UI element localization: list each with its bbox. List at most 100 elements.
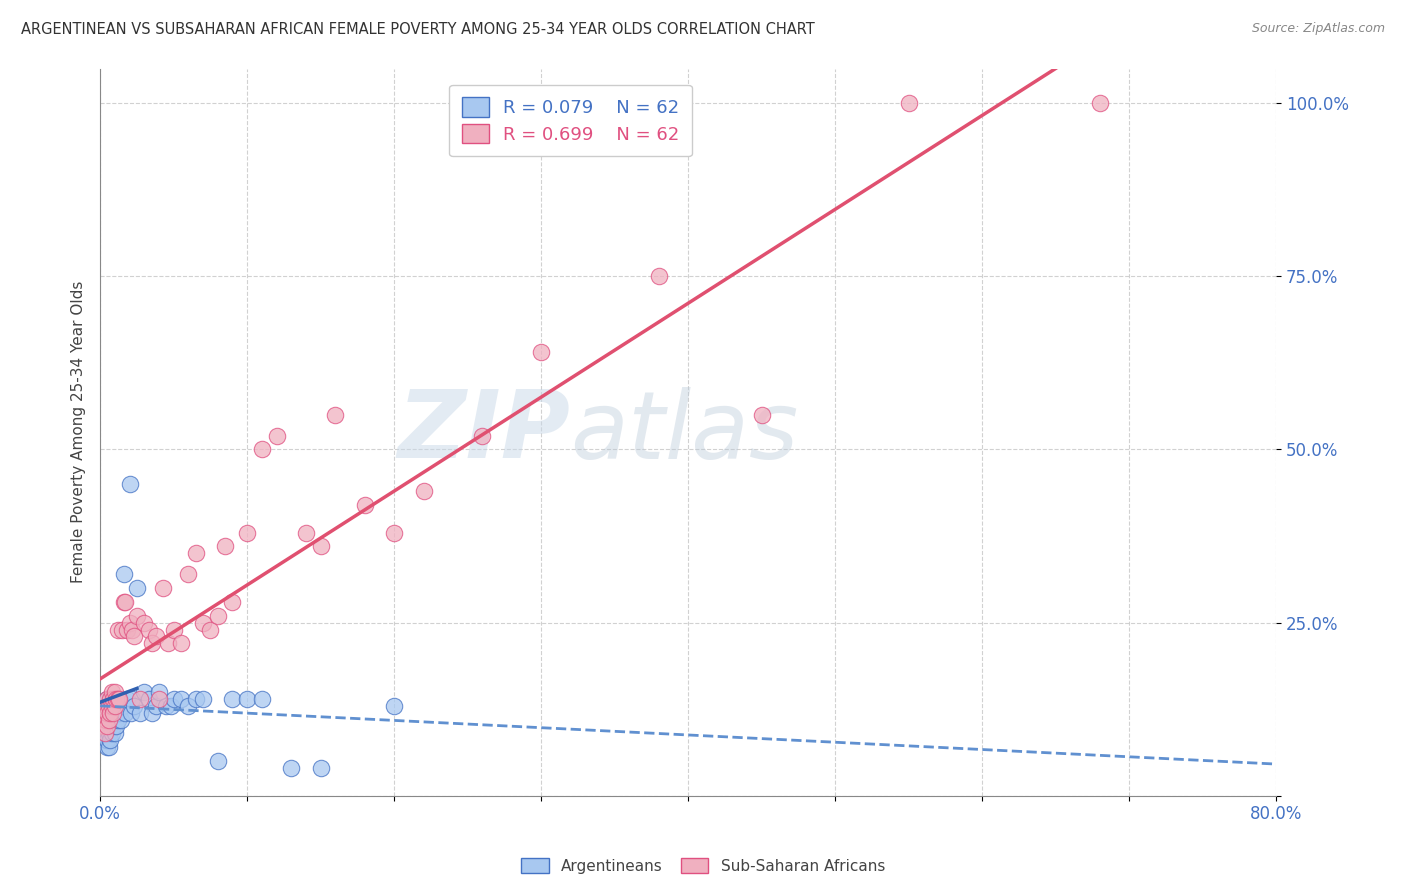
Point [221,691,243,706]
Point [96,691,118,706]
Point [103,706,125,720]
Point [103,691,125,706]
Point [125,608,148,623]
Point [120,706,142,720]
Point [103,706,125,720]
Legend: R = 0.079    N = 62, R = 0.699    N = 62: R = 0.079 N = 62, R = 0.699 N = 62 [449,85,692,156]
Point [128,706,150,720]
Point [91,719,114,733]
Point [280,761,302,775]
Point [412,483,434,498]
Point [134,685,156,699]
Point [105,719,128,733]
Point [114,595,136,609]
Point [96,719,118,733]
Point [1088,96,1111,111]
Point [128,691,150,706]
Point [100,691,122,706]
Point [155,698,177,713]
Point [122,698,145,713]
Point [111,623,134,637]
Point [530,345,553,359]
Point [382,525,405,540]
Point [93,706,115,720]
Point [101,698,124,713]
Text: atlas: atlas [571,386,799,477]
Point [96,691,118,706]
Point [115,623,138,637]
Point [111,698,134,713]
Point [112,595,135,609]
Point [145,630,167,644]
Point [108,706,131,720]
Point [112,567,135,582]
Point [100,706,122,720]
Point [118,477,141,491]
Text: ZIP: ZIP [398,386,571,478]
Point [105,691,128,706]
Text: Source: ZipAtlas.com: Source: ZipAtlas.com [1251,22,1385,36]
Point [221,595,243,609]
Point [751,408,773,422]
Point [145,698,167,713]
Point [200,623,222,637]
Point [104,685,127,699]
Point [138,623,160,637]
Point [250,442,273,457]
Point [170,691,193,706]
Point [266,428,288,442]
Point [104,726,127,740]
Point [148,691,170,706]
Point [141,706,163,720]
Point [170,636,193,650]
Point [121,623,143,637]
Point [471,428,494,442]
Point [141,636,163,650]
Point [107,713,129,727]
Point [93,706,115,720]
Point [122,630,145,644]
Point [114,706,136,720]
Point [897,96,920,111]
Point [101,685,124,699]
Point [184,546,207,560]
Point [94,698,117,713]
Point [108,691,131,706]
Point [236,691,259,706]
Point [96,706,118,720]
Point [100,719,122,733]
Point [105,706,128,720]
Point [103,719,125,733]
Point [100,733,122,747]
Point [118,615,141,630]
Point [236,525,259,540]
Point [97,698,120,713]
Point [104,698,127,713]
Point [97,726,120,740]
Point [353,498,375,512]
Point [97,713,120,727]
Point [207,608,229,623]
Point [100,691,122,706]
Point [94,713,117,727]
Point [101,698,124,713]
Point [156,636,179,650]
Point [103,691,125,706]
Point [107,623,129,637]
Point [93,733,115,747]
Point [134,615,156,630]
Point [207,754,229,768]
Point [162,691,184,706]
Point [96,740,118,755]
Point [191,691,214,706]
Point [96,733,118,747]
Point [382,698,405,713]
Point [152,581,174,595]
Point [107,691,129,706]
Point [94,698,117,713]
Point [110,713,132,727]
Point [148,685,170,699]
Point [323,408,346,422]
Point [125,581,148,595]
Point [121,691,143,706]
